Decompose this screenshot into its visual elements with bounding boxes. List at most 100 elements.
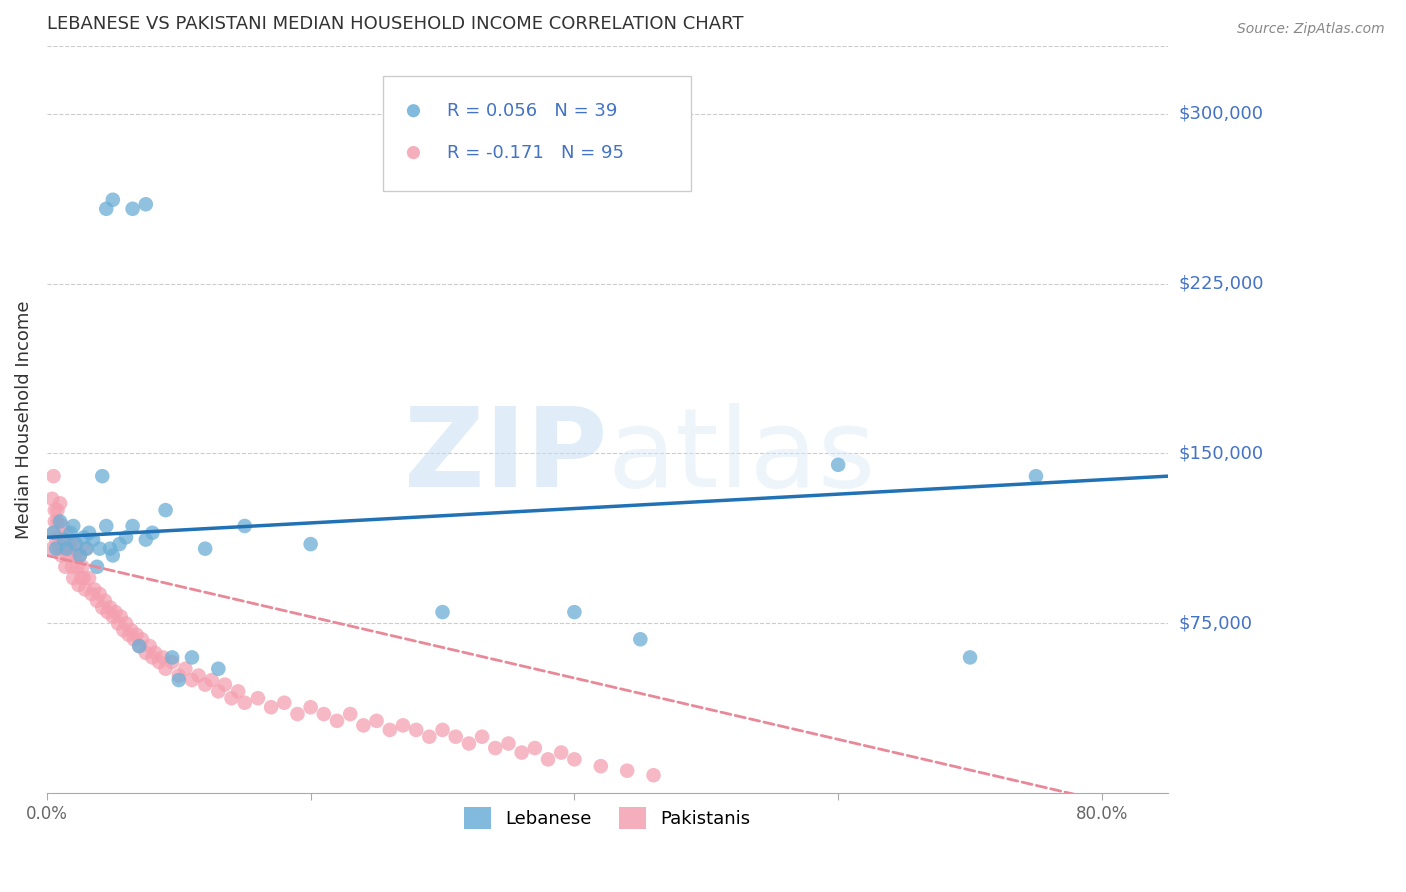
Point — [181, 650, 204, 665]
Point — [167, 668, 190, 682]
Text: R = 0.056   N = 39: R = 0.056 N = 39 — [447, 102, 617, 120]
Point — [55, 525, 77, 540]
Point — [457, 737, 479, 751]
Point — [118, 628, 141, 642]
Point — [207, 684, 229, 698]
Point — [56, 549, 79, 563]
Point — [194, 541, 217, 556]
Point — [564, 752, 586, 766]
Point — [260, 700, 283, 714]
Point — [484, 741, 506, 756]
Point — [83, 582, 105, 597]
Point — [444, 730, 467, 744]
Point — [135, 533, 157, 547]
Point — [432, 723, 454, 737]
Point — [107, 616, 129, 631]
Point — [66, 559, 89, 574]
Point — [181, 673, 204, 687]
Point — [96, 605, 118, 619]
Text: $300,000: $300,000 — [1180, 104, 1264, 122]
Point — [418, 730, 440, 744]
Text: $150,000: $150,000 — [1180, 444, 1264, 462]
Point — [94, 594, 117, 608]
Point — [628, 632, 651, 647]
Point — [120, 624, 142, 638]
Point — [152, 650, 174, 665]
Point — [62, 519, 84, 533]
Point — [65, 537, 87, 551]
Point — [65, 537, 87, 551]
Point — [589, 759, 612, 773]
Point — [98, 541, 121, 556]
Point — [59, 525, 82, 540]
Point — [53, 541, 76, 556]
Text: ZIP: ZIP — [404, 403, 607, 510]
Point — [155, 662, 177, 676]
Point — [82, 533, 104, 547]
Point — [115, 530, 138, 544]
Point — [135, 197, 157, 211]
Text: LEBANESE VS PAKISTANI MEDIAN HOUSEHOLD INCOME CORRELATION CHART: LEBANESE VS PAKISTANI MEDIAN HOUSEHOLD I… — [46, 15, 744, 33]
Point — [101, 193, 124, 207]
Point — [121, 519, 143, 533]
Point — [155, 503, 177, 517]
Point — [89, 587, 111, 601]
Point — [207, 662, 229, 676]
Point — [59, 537, 82, 551]
Point — [128, 639, 150, 653]
Point — [46, 515, 69, 529]
Point — [405, 723, 427, 737]
Point — [226, 684, 249, 698]
Point — [121, 202, 143, 216]
Point — [101, 549, 124, 563]
Point — [160, 650, 183, 665]
Point — [67, 578, 90, 592]
Point — [564, 605, 586, 619]
Point — [339, 707, 361, 722]
Text: $75,000: $75,000 — [1180, 615, 1253, 632]
Point — [326, 714, 349, 728]
Point — [46, 503, 69, 517]
Point — [1025, 469, 1047, 483]
Point — [49, 515, 72, 529]
Point — [60, 559, 83, 574]
Point — [352, 718, 374, 732]
Point — [827, 458, 849, 472]
Point — [44, 503, 66, 517]
Point — [139, 639, 162, 653]
Point — [96, 519, 118, 533]
Point — [55, 541, 77, 556]
Point — [959, 650, 981, 665]
Point — [174, 662, 197, 676]
Point — [69, 549, 91, 563]
Point — [41, 541, 63, 556]
Point — [392, 718, 415, 732]
Point — [75, 541, 97, 556]
Point — [101, 609, 124, 624]
Point — [44, 515, 66, 529]
Point — [221, 691, 243, 706]
Point — [53, 533, 76, 547]
Point — [432, 605, 454, 619]
Point — [312, 707, 335, 722]
Point — [108, 537, 131, 551]
Point — [643, 768, 665, 782]
Point — [160, 655, 183, 669]
Point — [42, 525, 65, 540]
Point — [48, 541, 70, 556]
Point — [214, 677, 236, 691]
Point — [273, 696, 295, 710]
Point — [58, 541, 80, 556]
Point — [616, 764, 638, 778]
Point — [77, 525, 100, 540]
Text: R = -0.171   N = 95: R = -0.171 N = 95 — [447, 144, 624, 161]
Point — [467, 786, 489, 800]
Point — [122, 632, 145, 647]
Point — [91, 600, 114, 615]
Point — [45, 533, 67, 547]
Point — [128, 639, 150, 653]
Point — [53, 559, 76, 574]
Point — [287, 707, 309, 722]
Point — [96, 202, 118, 216]
Point — [299, 700, 322, 714]
